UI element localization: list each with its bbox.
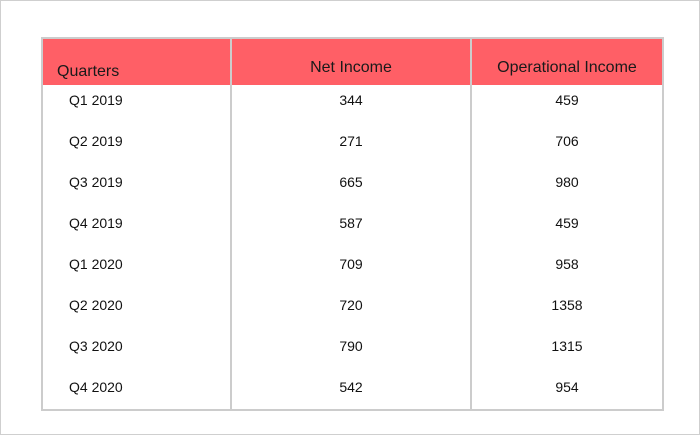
- net-income-cell: 720: [231, 290, 472, 331]
- header-row: Quarters Net Income Operational Income: [42, 38, 663, 85]
- quarter-cell: Q1 2020: [42, 249, 232, 290]
- data-table: Quarters Net Income Operational Income Q…: [41, 37, 664, 411]
- quarter-cell: Q1 2019: [42, 85, 232, 126]
- table-row: Q2 2020 720 1358: [42, 290, 663, 331]
- header-quarters: Quarters: [42, 38, 232, 85]
- net-income-cell: 344: [231, 85, 472, 126]
- operational-income-cell: 459: [555, 215, 579, 231]
- table-row: Q3 2020 790 1315: [42, 331, 663, 372]
- operational-income-cell: 1358: [551, 297, 583, 313]
- operational-income-cell: 958: [555, 256, 579, 272]
- net-income-cell: 665: [231, 167, 472, 208]
- header-net-income: Net Income: [231, 38, 472, 85]
- net-income-cell: 709: [231, 249, 472, 290]
- operational-income-cell: 1315: [551, 338, 583, 354]
- table-row: Q4 2019 587 459: [42, 208, 663, 249]
- table-row: Q1 2020 709 958: [42, 249, 663, 290]
- table-row: Q3 2019 665 980: [42, 167, 663, 208]
- table-row: Q1 2019 344 459: [42, 85, 663, 126]
- quarter-cell: Q4 2019: [42, 208, 232, 249]
- quarter-cell: Q4 2020: [42, 372, 232, 410]
- net-income-cell: 271: [231, 126, 472, 167]
- table-row: Q2 2019 271 706: [42, 126, 663, 167]
- operational-income-cell: 954: [555, 379, 579, 395]
- net-income-cell: 587: [231, 208, 472, 249]
- header-operational-income: Operational Income: [471, 38, 663, 85]
- quarter-cell: Q3 2020: [42, 331, 232, 372]
- quarter-cell: Q2 2020: [42, 290, 232, 331]
- operational-income-cell: 706: [555, 133, 579, 149]
- table-row: Q4 2020 542 954: [42, 372, 663, 410]
- net-income-cell: 790: [231, 331, 472, 372]
- net-income-cell: 542: [231, 372, 472, 410]
- quarter-cell: Q3 2019: [42, 167, 232, 208]
- table-body: Q1 2019 344 459 Q2 2019 271 706 Q3 2019 …: [42, 85, 663, 410]
- quarter-cell: Q2 2019: [42, 126, 232, 167]
- operational-income-cell: 980: [555, 174, 579, 190]
- operational-income-cell: 459: [555, 92, 579, 108]
